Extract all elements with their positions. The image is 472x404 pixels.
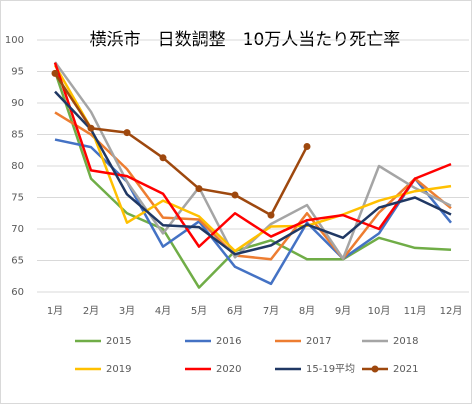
series-marker: [159, 154, 167, 162]
legend-label: 2019: [106, 364, 131, 375]
series-marker: [267, 211, 275, 219]
series-line: [54, 90, 452, 256]
x-tick-label: 12月: [440, 305, 463, 317]
y-tick-label: 80: [11, 161, 24, 172]
series-marker: [51, 69, 59, 77]
series-line: [53, 61, 452, 260]
x-tick-label: 10月: [368, 305, 391, 317]
series-marker: [123, 129, 131, 137]
legend-label: 2020: [216, 364, 241, 375]
y-tick-label: 100: [5, 35, 24, 46]
y-tick-label: 95: [11, 67, 24, 78]
x-tick-label: 4月: [155, 305, 171, 317]
y-tick-label: 70: [11, 224, 24, 235]
x-tick-label: 5月: [191, 305, 207, 317]
legend-label: 2018: [393, 336, 418, 347]
legend-label: 15-19平均: [306, 363, 355, 375]
legend-label: 2016: [216, 336, 241, 347]
series-marker: [231, 191, 239, 199]
y-tick-label: 65: [11, 256, 24, 267]
series-marker: [87, 124, 95, 132]
x-tick-label: 6月: [227, 305, 243, 317]
series-line: [53, 72, 309, 217]
x-tick-label: 9月: [335, 305, 351, 317]
legend-label: 2017: [306, 336, 331, 347]
x-tick-label: 8月: [299, 305, 315, 317]
y-tick-label: 75: [11, 193, 24, 204]
y-tick-label: 90: [11, 98, 24, 109]
series-marker: [303, 142, 311, 150]
legend-label: 2021: [393, 364, 418, 375]
y-tick-label: 85: [11, 130, 24, 141]
y-tick-label: 60: [11, 287, 24, 298]
legend-marker: [371, 365, 379, 373]
x-tick-label: 7月: [263, 305, 279, 317]
series-marker: [195, 185, 203, 193]
series-line: [53, 64, 452, 253]
x-tick-label: 1月: [47, 305, 63, 317]
x-tick-label: 2月: [83, 305, 99, 317]
x-tick-label: 3月: [119, 305, 135, 317]
series-line: [53, 62, 452, 248]
x-tick-label: 11月: [404, 305, 427, 317]
legend-label: 2015: [106, 336, 131, 347]
